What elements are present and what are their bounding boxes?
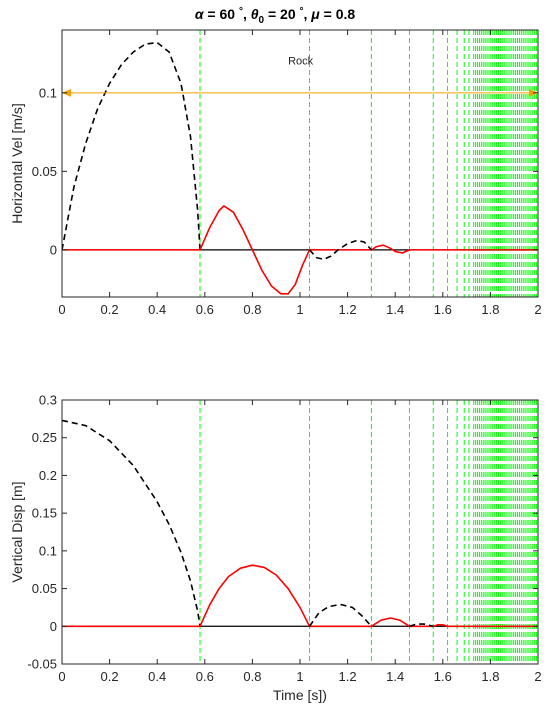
x-tick-label: 2 <box>534 302 541 317</box>
x-tick-label: 1.2 <box>339 302 357 317</box>
title-part: = 60 <box>204 6 239 22</box>
title-part: , <box>243 6 251 22</box>
figure-title: α = 60 °, θ0 = 20 °, μ = 0.8 <box>195 6 356 26</box>
x-tick-label: 1.6 <box>434 302 452 317</box>
x-tick-label: 0.2 <box>101 669 119 684</box>
y-axis-label: Horizontal Vel [m/s] <box>9 103 25 224</box>
plot-area <box>62 30 538 297</box>
title-part: μ <box>310 6 320 22</box>
x-tick-label: 0.6 <box>196 669 214 684</box>
series-line-red <box>62 205 538 295</box>
horizontal-velocity-plot: Rock 0 0.2 0.4 0.6 0.8 1 1.2 1.4 1.6 1.8 2 0 0.05 0.1 H… <box>9 29 542 317</box>
series-line-dashed <box>409 623 434 628</box>
title-part: ° <box>239 6 243 17</box>
title-part: ° <box>300 6 304 17</box>
y-tick-label: 0.25 <box>32 430 57 445</box>
x-tick-label: 2 <box>534 669 541 684</box>
y-tick-label: 0.1 <box>39 85 57 100</box>
plot-area <box>62 400 538 664</box>
x-tick-label: 1.2 <box>339 669 357 684</box>
y-tick-label: 0.05 <box>32 581 57 596</box>
series-line-dashed <box>308 603 372 627</box>
title-part: 0 <box>259 15 265 26</box>
y-tick-label: 0.15 <box>32 506 57 521</box>
annotation-label: Rock <box>288 56 314 68</box>
x-tick-label: 0.6 <box>196 302 214 317</box>
x-tick-label: 1.6 <box>434 669 452 684</box>
vertical-displacement-plot: 0 0.2 0.4 0.6 0.8 1 1.2 1.4 1.6 1.8 2-0.0500.050.1… <box>9 393 542 704</box>
y-tick-label: 0 <box>50 619 57 634</box>
x-tick-label: 1.4 <box>386 669 404 684</box>
x-tick-label: 0 <box>58 302 65 317</box>
x-tick-label: 1.4 <box>386 302 404 317</box>
title-part: α <box>195 6 205 22</box>
y-tick-label: 0.1 <box>39 543 57 558</box>
x-tick-label: 1 <box>296 302 303 317</box>
y-tick-label: 0.05 <box>32 164 57 179</box>
x-tick-label: 1 <box>296 669 303 684</box>
x-tick-label: 0 <box>58 669 65 684</box>
y-tick-label: 0.2 <box>39 468 57 483</box>
x-tick-label: 1.8 <box>481 669 499 684</box>
series-line-red <box>62 564 538 628</box>
x-tick-label: 0.8 <box>243 669 261 684</box>
title-part: = 20 <box>264 6 299 22</box>
y-tick-label: 0.3 <box>39 393 57 408</box>
title-part: = 0.8 <box>320 6 356 22</box>
y-axis-label: Vertical Disp [m] <box>9 481 25 582</box>
x-tick-label: 1.8 <box>481 302 499 317</box>
series-line-dashed <box>62 41 201 251</box>
x-tick-label: 0.8 <box>243 302 261 317</box>
y-tick-label: -0.05 <box>27 657 57 672</box>
y-tick-label: 0 <box>50 242 57 257</box>
series-line-dashed <box>62 419 201 627</box>
x-tick-label: 0.4 <box>148 669 166 684</box>
x-axis-label: Time [s]) <box>273 687 327 703</box>
x-tick-label: 0.2 <box>101 302 119 317</box>
series-line-dashed <box>308 239 372 261</box>
title-part: θ <box>251 6 259 22</box>
title-part: , <box>304 6 312 22</box>
x-tick-label: 0.4 <box>148 302 166 317</box>
